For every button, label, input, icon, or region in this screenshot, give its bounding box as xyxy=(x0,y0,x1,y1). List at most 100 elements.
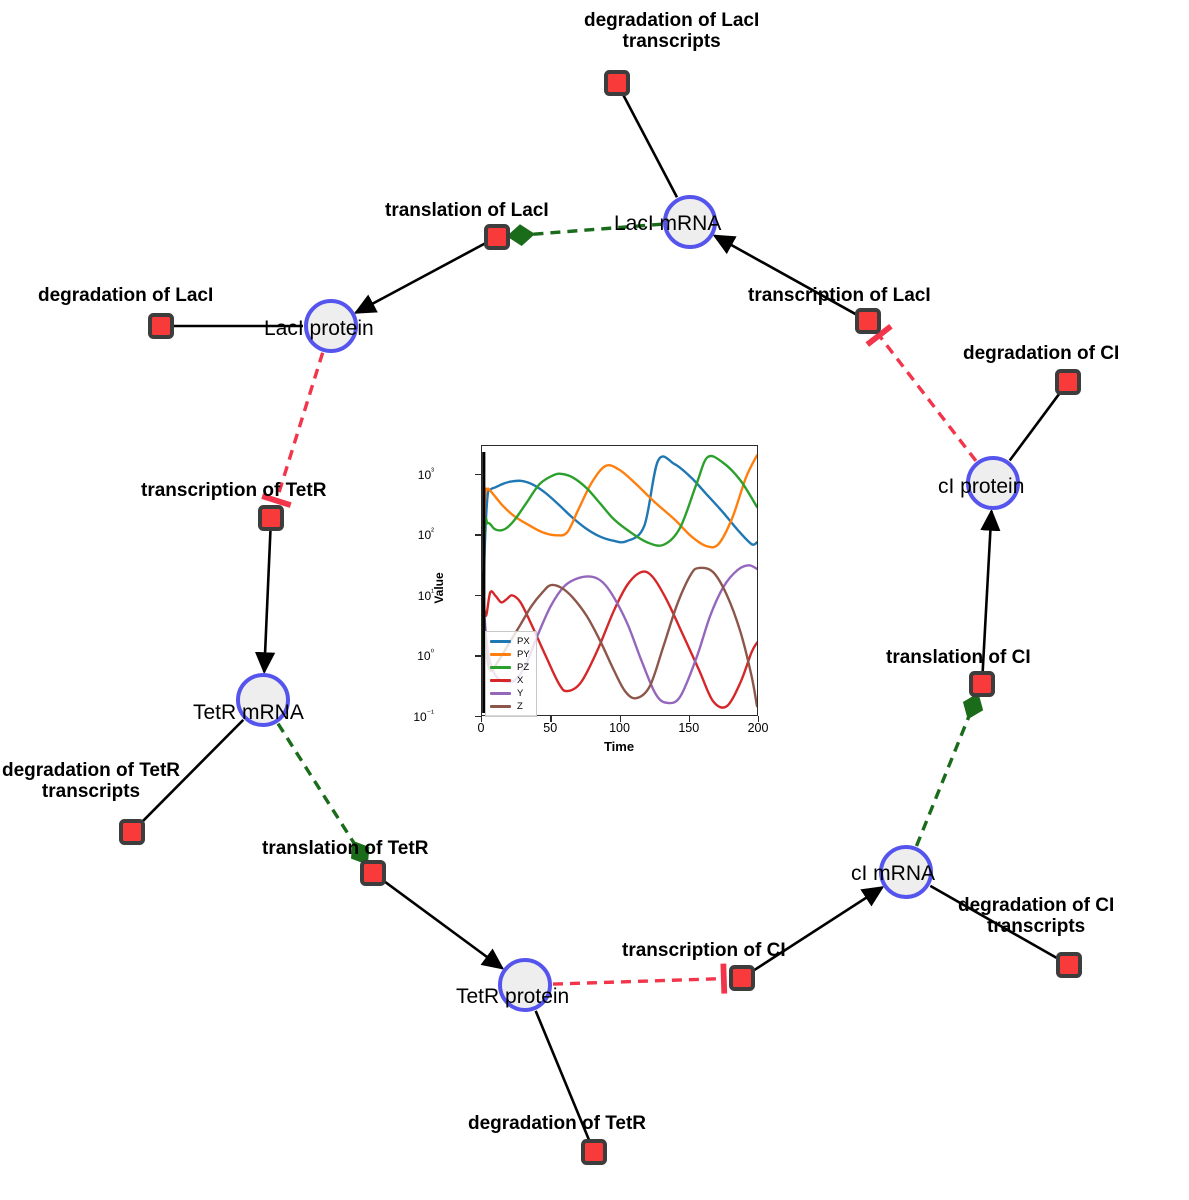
reaction-node-transl_tetR[interactable] xyxy=(360,860,386,886)
chart-y-tickmark xyxy=(475,594,481,597)
chart-y-tickmark xyxy=(475,655,481,657)
reaction-label-tx_tetR: transcription of TetR xyxy=(141,480,326,502)
chart-series-PY xyxy=(482,454,757,657)
chart-x-axis-label: Time xyxy=(603,739,635,754)
chart-series-PX xyxy=(482,455,757,657)
species-label-lacI_protein: LacI protein xyxy=(264,317,374,340)
chart-x-tickmark xyxy=(481,716,483,722)
species-label-tetR_protein: TetR protein xyxy=(456,985,570,1008)
edge-cI_mRNA-to-deg_cI_tx xyxy=(929,884,1059,960)
chart-legend-item: PX xyxy=(490,635,530,648)
reaction-label-line: degradation of LacI xyxy=(38,285,214,306)
species-node-tetR_mRNA[interactable] xyxy=(236,673,290,727)
edge-cI_protein-to-tx_lacI xyxy=(865,323,978,462)
chart-x-tick: 150 xyxy=(678,721,700,735)
reaction-label-line: transcripts xyxy=(41,781,141,803)
reaction-label-tx_lacI: transcription of LacI xyxy=(748,285,931,307)
chart-x-tick: 200 xyxy=(747,721,769,735)
chart-series-X xyxy=(482,570,757,709)
reaction-node-deg_cI[interactable] xyxy=(1055,369,1081,395)
reaction-label-line: transcription of CI xyxy=(622,940,786,961)
reaction-label-line: degradation of CI xyxy=(958,895,1115,916)
reaction-node-tx_cI[interactable] xyxy=(729,965,755,991)
reaction-node-deg_cI_tx[interactable] xyxy=(1056,952,1082,978)
chart-y-tick: 10² xyxy=(417,526,434,543)
reaction-node-tx_lacI[interactable] xyxy=(855,308,881,334)
chart-y-tickmark xyxy=(475,534,481,536)
species-node-cI_mRNA[interactable] xyxy=(879,845,933,899)
reaction-label-tx_cI: transcription of CI xyxy=(622,940,786,962)
reaction-label-line: translation of TetR xyxy=(262,838,429,859)
species-node-tetR_protein[interactable] xyxy=(498,958,552,1012)
edge-tx_lacI-to-lacI_mRNA xyxy=(712,234,858,316)
reaction-label-line: transcription of LacI xyxy=(748,285,931,306)
reaction-node-deg_tetR[interactable] xyxy=(581,1139,607,1165)
chart-y-tick: 10³ xyxy=(417,465,434,482)
edge-lacI_protein-to-tx_tetR xyxy=(261,352,325,508)
chart-legend-swatch xyxy=(490,692,511,695)
edge-tx_tetR-to-tetR_mRNA xyxy=(254,530,276,675)
edge-cI_protein-to-deg_cI xyxy=(1008,391,1062,462)
chart-legend-item: X xyxy=(490,674,530,687)
chart-legend: PX PY PZ X Y Z xyxy=(485,631,537,717)
species-label-tetR_mRNA: TetR mRNA xyxy=(193,701,304,724)
reaction-label-line: degradation of TetR xyxy=(2,760,181,781)
chart-legend-swatch xyxy=(490,653,511,656)
chart-legend-item: Z xyxy=(490,700,530,713)
chart-x-tick: 100 xyxy=(609,721,630,735)
reaction-label-deg_tetR_tx: degradation of TetR transcripts xyxy=(2,760,180,803)
chart-legend-label: PY xyxy=(517,648,530,660)
species-node-lacI_mRNA[interactable] xyxy=(663,195,717,249)
chart-legend-item: PY xyxy=(490,648,530,661)
chart-legend-swatch xyxy=(490,705,511,708)
edge-tetR_protein-to-deg_tetR xyxy=(534,1010,591,1141)
reaction-label-line: transcripts xyxy=(622,31,721,53)
chart-legend-label: PZ xyxy=(517,661,530,673)
chart-y-tick: 10⁻¹ xyxy=(413,708,434,724)
reaction-label-line: translation of CI xyxy=(886,647,1031,668)
edge-tx_cI-to-cI_mRNA xyxy=(752,886,885,973)
chart-x-tickmark xyxy=(550,716,552,722)
species-node-lacI_protein[interactable] xyxy=(304,299,358,353)
edge-layer xyxy=(140,93,1062,1141)
edge-lacI_mRNA-to-transl_lacI xyxy=(506,222,663,246)
reaction-label-line: transcription of TetR xyxy=(141,480,327,501)
reaction-node-transl_lacI[interactable] xyxy=(484,224,510,250)
reaction-label-deg_lacI: degradation of LacI xyxy=(38,285,213,307)
reaction-node-deg_tetR_tx[interactable] xyxy=(119,819,145,845)
chart-legend-swatch xyxy=(490,666,511,669)
reaction-label-transl_tetR: translation of TetR xyxy=(262,838,428,860)
reaction-node-tx_tetR[interactable] xyxy=(258,505,284,531)
reaction-node-deg_lacI_tx[interactable] xyxy=(604,70,630,96)
reaction-node-deg_lacI[interactable] xyxy=(148,313,174,339)
reaction-label-deg_cI_tx: degradation of CI transcripts xyxy=(958,895,1114,938)
timeseries-inset-chart: Value 10⁻¹ 10⁰ 10¹ 10² 10³ 0 50 100 150 200 Time… xyxy=(413,436,773,766)
chart-series-PZ xyxy=(482,454,757,657)
edge-cI_mRNA-to-transl_cI xyxy=(914,692,984,847)
chart-legend-label: X xyxy=(517,674,524,686)
chart-y-tick: 10⁰ xyxy=(417,647,434,664)
chart-x-tickmark xyxy=(619,716,621,722)
chart-y-tick: 10¹ xyxy=(417,586,434,603)
edge-transl_lacI-to-lacI_protein xyxy=(353,241,487,314)
edge-deg_lacI_tx-to-lacI_mRNA xyxy=(621,93,679,198)
chart-legend-swatch xyxy=(490,679,511,682)
reaction-label-line: transcripts xyxy=(987,916,1086,938)
edge-transl_tetR-to-tetR_protein xyxy=(382,879,505,970)
chart-x-tickmark xyxy=(758,716,760,722)
reaction-label-deg_tetR: degradation of TetR xyxy=(468,1113,646,1135)
reaction-label-deg_cI: degradation of CI xyxy=(963,343,1119,365)
reaction-label-transl_lacI: translation of LacI xyxy=(385,200,549,222)
edge-transl_cI-to-cI_protein xyxy=(980,508,1001,672)
species-node-cI_protein[interactable] xyxy=(966,456,1020,510)
reaction-node-transl_cI[interactable] xyxy=(969,671,995,697)
chart-legend-item: PZ xyxy=(490,661,530,674)
edge-tetR_protein-to-tx_cI xyxy=(552,963,728,994)
chart-y-tickmark xyxy=(475,716,481,718)
reaction-label-line: translation of LacI xyxy=(385,200,549,221)
chart-legend-label: Z xyxy=(517,700,523,712)
chart-x-tickmark xyxy=(688,716,691,722)
chart-legend-item: Y xyxy=(490,687,530,700)
